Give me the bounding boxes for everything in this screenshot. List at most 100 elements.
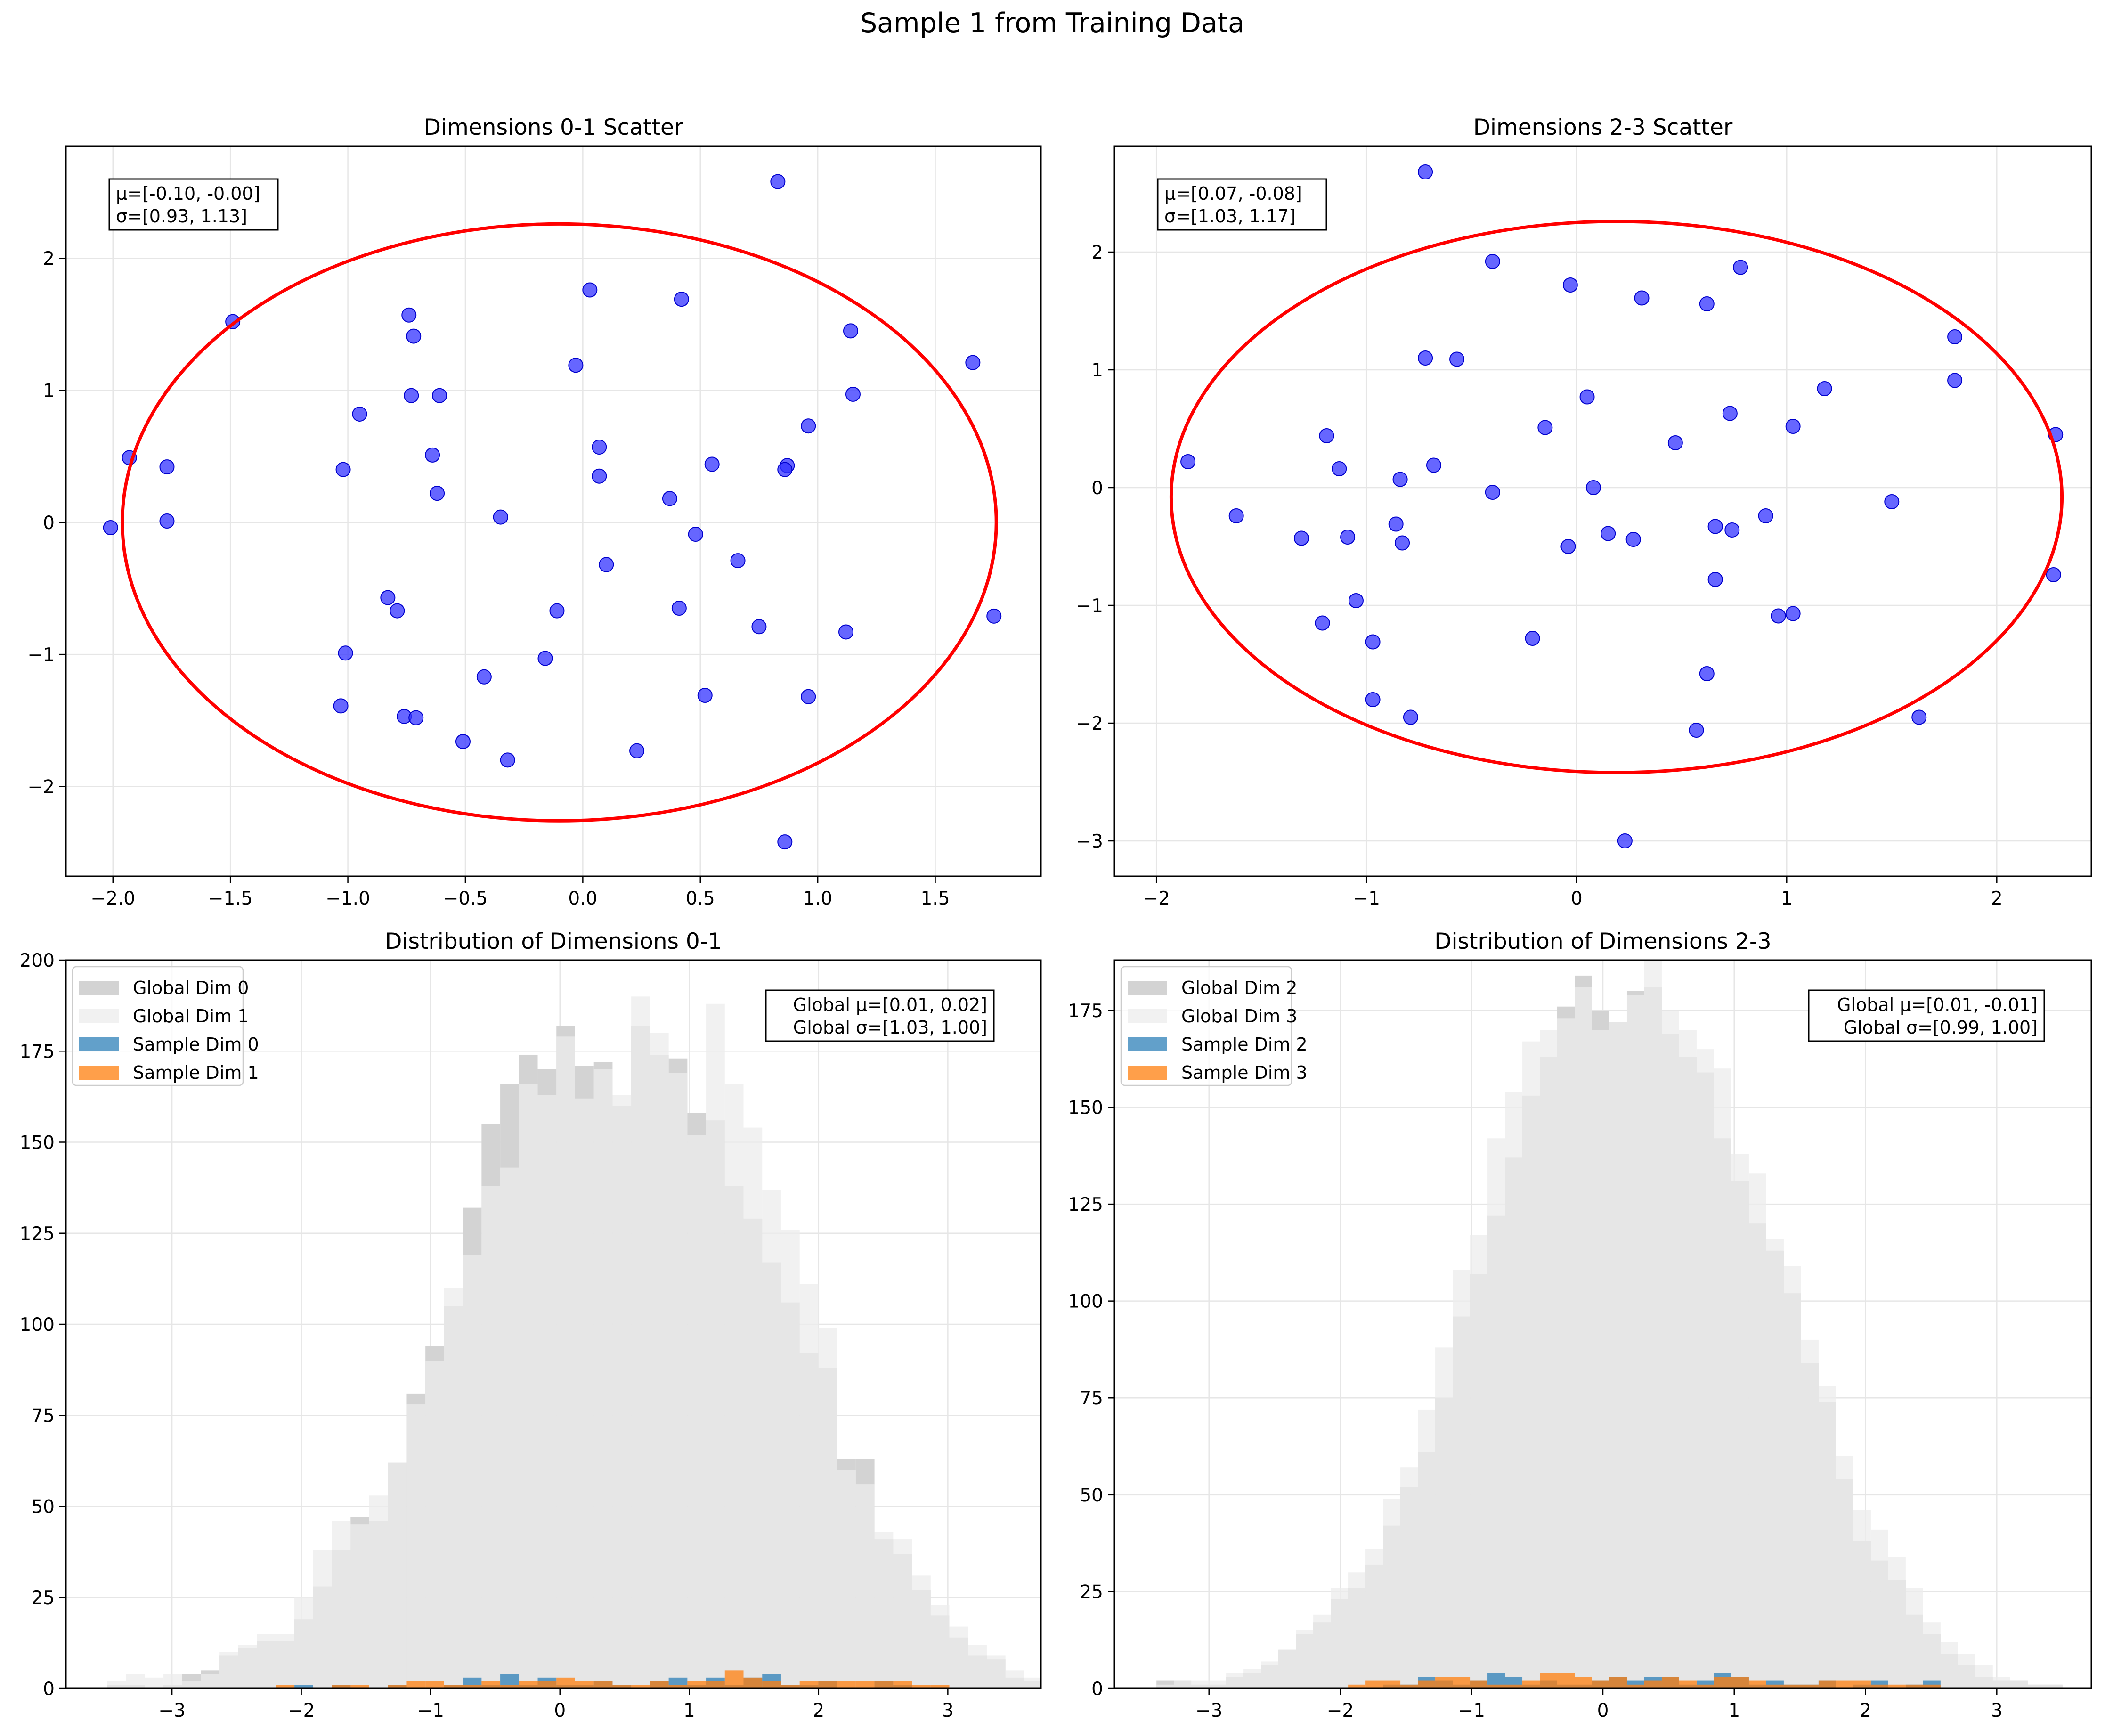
histogram-bar: [444, 1288, 463, 1688]
histogram-bar: [1801, 1340, 1819, 1688]
histogram-bar: [1540, 1673, 1557, 1688]
y-tick-label: 0: [43, 1679, 55, 1700]
histogram-bar: [968, 1645, 987, 1688]
histogram-bar: [1487, 1138, 1505, 1688]
histogram-bar: [818, 1681, 837, 1688]
histogram-bar: [762, 1681, 781, 1688]
scatter-point: [1771, 609, 1785, 623]
legend: Global Dim 0Global Dim 1Sample Dim 0Samp…: [73, 967, 259, 1085]
x-tick-label: 0.0: [568, 888, 597, 909]
histogram-bar: [781, 1230, 800, 1688]
histogram-bar: [687, 1135, 706, 1688]
legend-swatch: [79, 1066, 119, 1080]
scatter-point: [336, 463, 350, 477]
scatter-point: [1366, 693, 1380, 707]
histogram-bar: [1435, 1677, 1453, 1688]
x-tick-label: −0.5: [443, 888, 488, 909]
scatter-point: [1332, 462, 1346, 476]
y-tick-label: −3: [1076, 831, 1104, 852]
histogram-bar: [276, 1634, 294, 1688]
x-tick-label: 0.5: [686, 888, 715, 909]
y-tick-label: 2: [1091, 242, 1103, 263]
scatter-point: [663, 491, 677, 505]
y-tick-label: −2: [28, 776, 55, 798]
scatter-point: [1786, 419, 1800, 433]
y-tick-label: 100: [1068, 1291, 1103, 1312]
histogram-bar: [1383, 1499, 1400, 1688]
histogram-bar: [1609, 1022, 1627, 1688]
scatter-point: [1538, 421, 1552, 435]
histogram-bar: [1261, 1661, 1278, 1688]
scatter-point: [987, 609, 1001, 623]
x-tick-label: 0: [1597, 1700, 1609, 1721]
stats-sigma: Global σ=[1.03, 1.00]: [793, 1017, 987, 1038]
histogram-bar: [1226, 1673, 1243, 1688]
histogram-bar: [538, 1095, 557, 1688]
y-tick-label: 175: [20, 1041, 55, 1062]
histogram-bar: [1662, 1677, 1679, 1688]
histogram-bar: [1331, 1588, 1348, 1688]
scatter-point: [1395, 536, 1409, 550]
x-tick-label: 2: [1991, 888, 2003, 909]
legend-label: Sample Dim 2: [1181, 1034, 1308, 1055]
histogram-bar: [388, 1463, 407, 1688]
histogram-bar: [201, 1674, 219, 1688]
histogram-bar: [1522, 1681, 1540, 1688]
subplot-title: Distribution of Dimensions 0-1: [385, 929, 722, 954]
stats-sigma: σ=[0.93, 1.13]: [116, 206, 247, 227]
legend-swatch: [1128, 1037, 1167, 1051]
scatter-point: [1486, 485, 1500, 499]
histogram-bar: [744, 1678, 763, 1688]
scatter-point: [1912, 710, 1926, 725]
x-tick-label: 1.0: [803, 888, 832, 909]
histogram-bar: [931, 1605, 950, 1688]
histogram-bar: [257, 1634, 276, 1688]
legend-swatch: [79, 1009, 119, 1023]
legend-label: Sample Dim 0: [133, 1034, 259, 1055]
subplot-title: Dimensions 2-3 Scatter: [1473, 114, 1733, 140]
histogram-bar: [1522, 1042, 1540, 1688]
scatter-point: [1733, 261, 1747, 275]
histogram-bar: [126, 1674, 145, 1688]
scatter-point: [752, 619, 766, 634]
x-tick-label: −1: [417, 1700, 444, 1721]
scatter-point: [839, 625, 853, 639]
histogram-bar: [1662, 1011, 1679, 1688]
scatter-point: [966, 356, 980, 370]
y-tick-label: 0: [1091, 1679, 1103, 1700]
histogram-bar: [538, 1681, 557, 1688]
histogram-bar: [575, 1099, 594, 1688]
histogram-bar: [313, 1550, 332, 1688]
histogram-bar: [1731, 1154, 1749, 1688]
x-tick-label: −1: [1353, 888, 1380, 909]
histogram-bar: [1191, 1681, 1209, 1688]
histogram-bar: [425, 1681, 444, 1688]
scatter-point: [390, 604, 404, 618]
scatter-point: [1393, 473, 1407, 487]
histogram-bar: [893, 1539, 912, 1688]
scatter-point: [538, 652, 553, 666]
histogram-bar: [893, 1681, 912, 1688]
histogram-bar: [575, 1681, 594, 1688]
scatter-point: [402, 308, 416, 322]
x-tick-label: 3: [942, 1700, 954, 1721]
histogram-bar: [1540, 1030, 1557, 1688]
scatter-point: [771, 175, 785, 189]
legend-label: Global Dim 2: [1181, 978, 1297, 998]
y-tick-label: 200: [20, 950, 55, 971]
histogram-bar: [987, 1655, 1006, 1688]
histogram-bar: [1575, 1677, 1592, 1688]
histogram-bar: [463, 1255, 482, 1688]
histogram-bar: [762, 1190, 781, 1688]
histogram-bar: [1296, 1630, 1313, 1688]
histogram-bar: [1749, 1681, 1766, 1688]
x-tick-label: 2: [1860, 1700, 1871, 1721]
figure-suptitle: Sample 1 from Training Data: [860, 8, 1244, 39]
y-tick-label: 150: [1068, 1097, 1103, 1118]
histogram-bar: [1766, 1239, 1784, 1688]
scatter-point: [1586, 481, 1601, 495]
histogram-bar: [145, 1678, 163, 1688]
stats-mean: μ=[-0.10, -0.00]: [116, 183, 260, 204]
scatter-point: [778, 835, 792, 849]
scatter-point: [1486, 254, 1500, 269]
